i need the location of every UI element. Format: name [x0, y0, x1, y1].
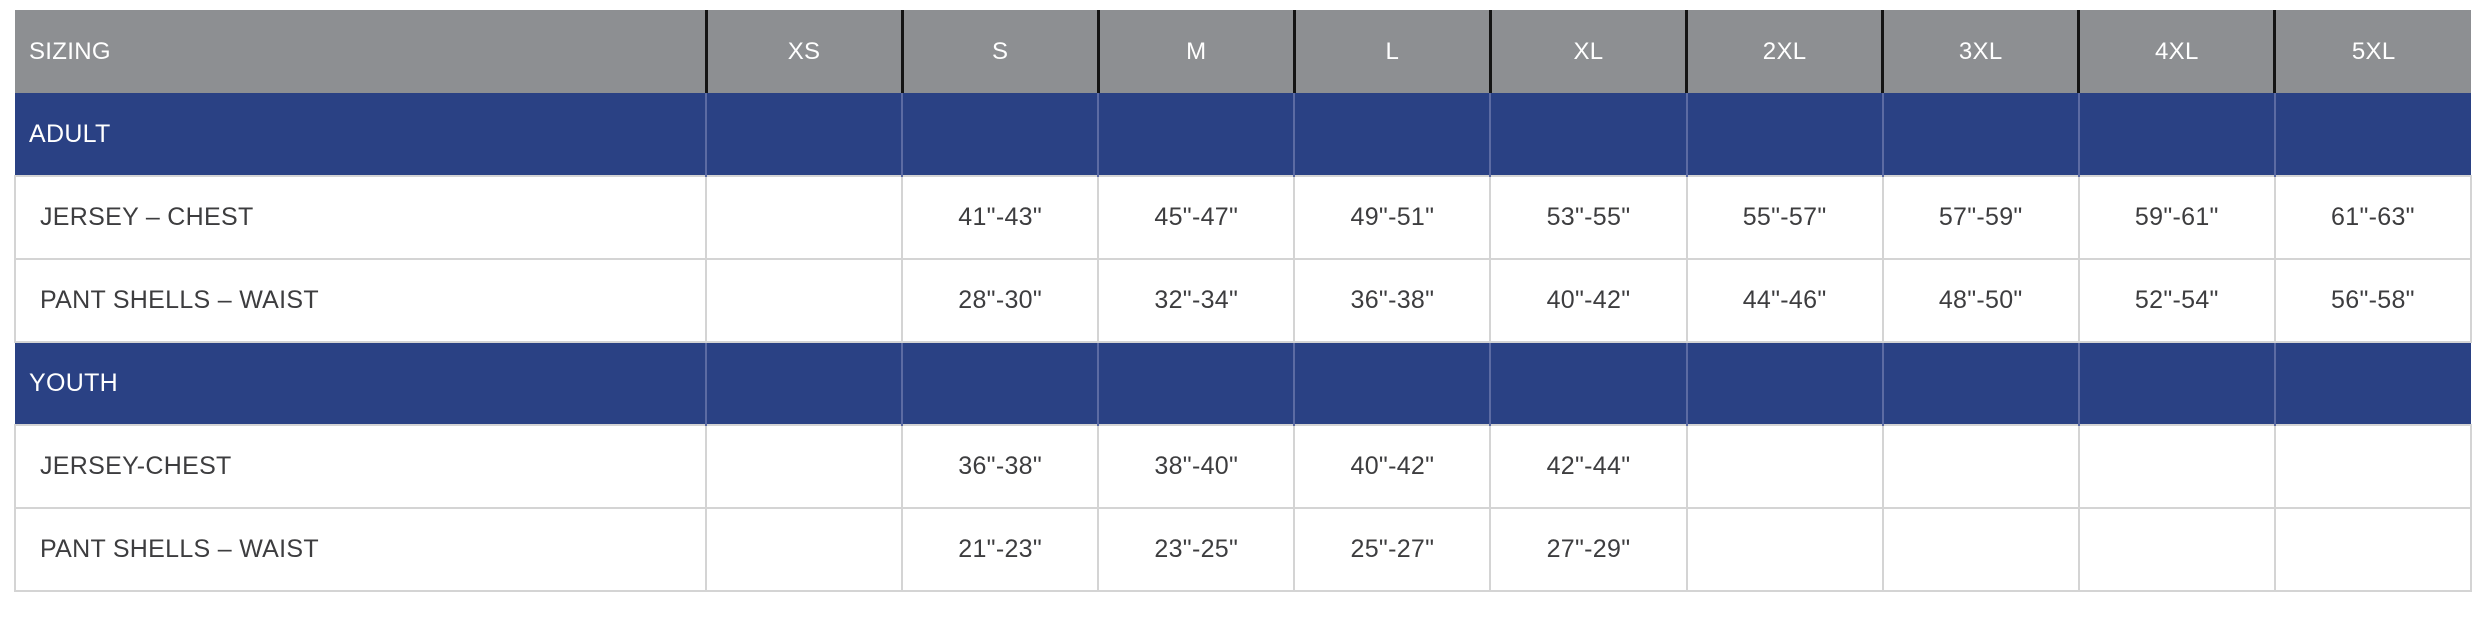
table-row: PANT SHELLS – WAIST 21"-23" 23"-25" 25"-27"… — [14, 507, 2473, 592]
value-cell-3xl: 48"-50" — [1881, 258, 2080, 343]
value-cell-s: 21"-23" — [901, 507, 1100, 592]
size-header-s: S — [902, 10, 1100, 93]
table-row: JERSEY – CHEST 41"-43" 45"-47" 49"-51" 53"-5… — [14, 175, 2473, 260]
value-cell-l: 40"-42" — [1293, 424, 1492, 509]
value-cell-xs — [704, 507, 904, 592]
section-empty-cell-m — [1098, 93, 1296, 176]
value-cell-l: 49"-51" — [1293, 175, 1492, 260]
size-header-3xl: 3XL — [1882, 10, 2081, 93]
value-cell-s: 41"-43" — [901, 175, 1100, 260]
section-empty-cell-xl — [1490, 93, 1688, 176]
section-title: YOUTH — [15, 342, 707, 425]
header-row: SIZING XS S M L XL 2XL 3XL 4XL 5XL — [15, 10, 2471, 93]
section-empty-cell-4xl — [2078, 342, 2276, 425]
section-empty-cell-m — [1098, 342, 1296, 425]
value-cell-3xl: 57"-59" — [1881, 175, 2080, 260]
section-title: ADULT — [15, 93, 707, 176]
section-empty-cell-5xl — [2274, 342, 2471, 425]
size-header-5xl: 5XL — [2274, 10, 2471, 93]
value-cell-3xl — [1881, 424, 2080, 509]
size-header-xl: XL — [1490, 10, 1689, 93]
value-cell-xs — [704, 424, 904, 509]
size-header-4xl: 4XL — [2078, 10, 2277, 93]
value-cell-xl: 27"-29" — [1489, 507, 1688, 592]
value-cell-m: 38"-40" — [1097, 424, 1296, 509]
value-cell-xs — [704, 258, 904, 343]
value-cell-s: 36"-38" — [901, 424, 1100, 509]
section-empty-cell-4xl — [2078, 93, 2276, 176]
value-cell-m: 45"-47" — [1097, 175, 1296, 260]
section-row-youth: YOUTH — [15, 342, 2471, 425]
section-empty-cell-xs — [706, 93, 904, 176]
section-empty-cell-l — [1294, 93, 1492, 176]
table-body: ADULT JERSEY – CHEST 41"-43" 45"-47" 49"-51"… — [14, 93, 2473, 592]
section-empty-cell-3xl — [1882, 93, 2080, 176]
row-label-cell: JERSEY – CHEST — [14, 175, 707, 260]
value-cell-2xl: 44"-46" — [1685, 258, 1884, 343]
section-empty-cell-l — [1294, 342, 1492, 425]
value-cell-4xl — [2077, 424, 2276, 509]
table-row: PANT SHELLS – WAIST 28"-30" 32"-34" 36"-38"… — [14, 258, 2473, 343]
value-cell-4xl: 52"-54" — [2077, 258, 2276, 343]
value-cell-m: 32"-34" — [1097, 258, 1296, 343]
value-cell-5xl: 56"-58" — [2273, 258, 2473, 343]
value-cell-4xl — [2077, 507, 2276, 592]
value-cell-xs — [704, 175, 904, 260]
value-cell-xl: 53"-55" — [1489, 175, 1688, 260]
row-label-cell: JERSEY-CHEST — [14, 424, 707, 509]
size-header-xs: XS — [706, 10, 904, 93]
section-empty-cell-2xl — [1686, 342, 1884, 425]
section-empty-cell-3xl — [1882, 342, 2080, 425]
value-cell-2xl: 55"-57" — [1685, 175, 1884, 260]
section-empty-cell-xs — [706, 342, 904, 425]
section-empty-cell-5xl — [2274, 93, 2471, 176]
value-cell-2xl — [1685, 507, 1884, 592]
section-empty-cell-s — [902, 342, 1100, 425]
value-cell-xl: 40"-42" — [1489, 258, 1688, 343]
value-cell-4xl: 59"-61" — [2077, 175, 2276, 260]
section-empty-cell-s — [902, 93, 1100, 176]
value-cell-2xl — [1685, 424, 1884, 509]
value-cell-l: 25"-27" — [1293, 507, 1492, 592]
value-cell-m: 23"-25" — [1097, 507, 1296, 592]
size-header-2xl: 2XL — [1686, 10, 1885, 93]
value-cell-5xl — [2273, 507, 2473, 592]
value-cell-5xl — [2273, 424, 2473, 509]
value-cell-5xl: 61"-63" — [2273, 175, 2473, 260]
value-cell-3xl — [1881, 507, 2080, 592]
row-label-cell: PANT SHELLS – WAIST — [14, 507, 707, 592]
row-label-cell: PANT SHELLS – WAIST — [14, 258, 707, 343]
value-cell-l: 36"-38" — [1293, 258, 1492, 343]
sizing-header-cell: SIZING — [15, 10, 708, 93]
size-header-l: L — [1294, 10, 1492, 93]
value-cell-xl: 42"-44" — [1489, 424, 1688, 509]
size-header-m: M — [1098, 10, 1296, 93]
section-empty-cell-xl — [1490, 342, 1688, 425]
sizing-table: SIZING XS S M L XL 2XL 3XL 4XL 5XL ADULT JERSEY –… — [14, 10, 2473, 592]
section-row-adult: ADULT — [15, 93, 2471, 176]
table-row: JERSEY-CHEST 36"-38" 38"-40" 40"-42" 42"-44" — [14, 424, 2473, 509]
value-cell-s: 28"-30" — [901, 258, 1100, 343]
section-empty-cell-2xl — [1686, 93, 1884, 176]
